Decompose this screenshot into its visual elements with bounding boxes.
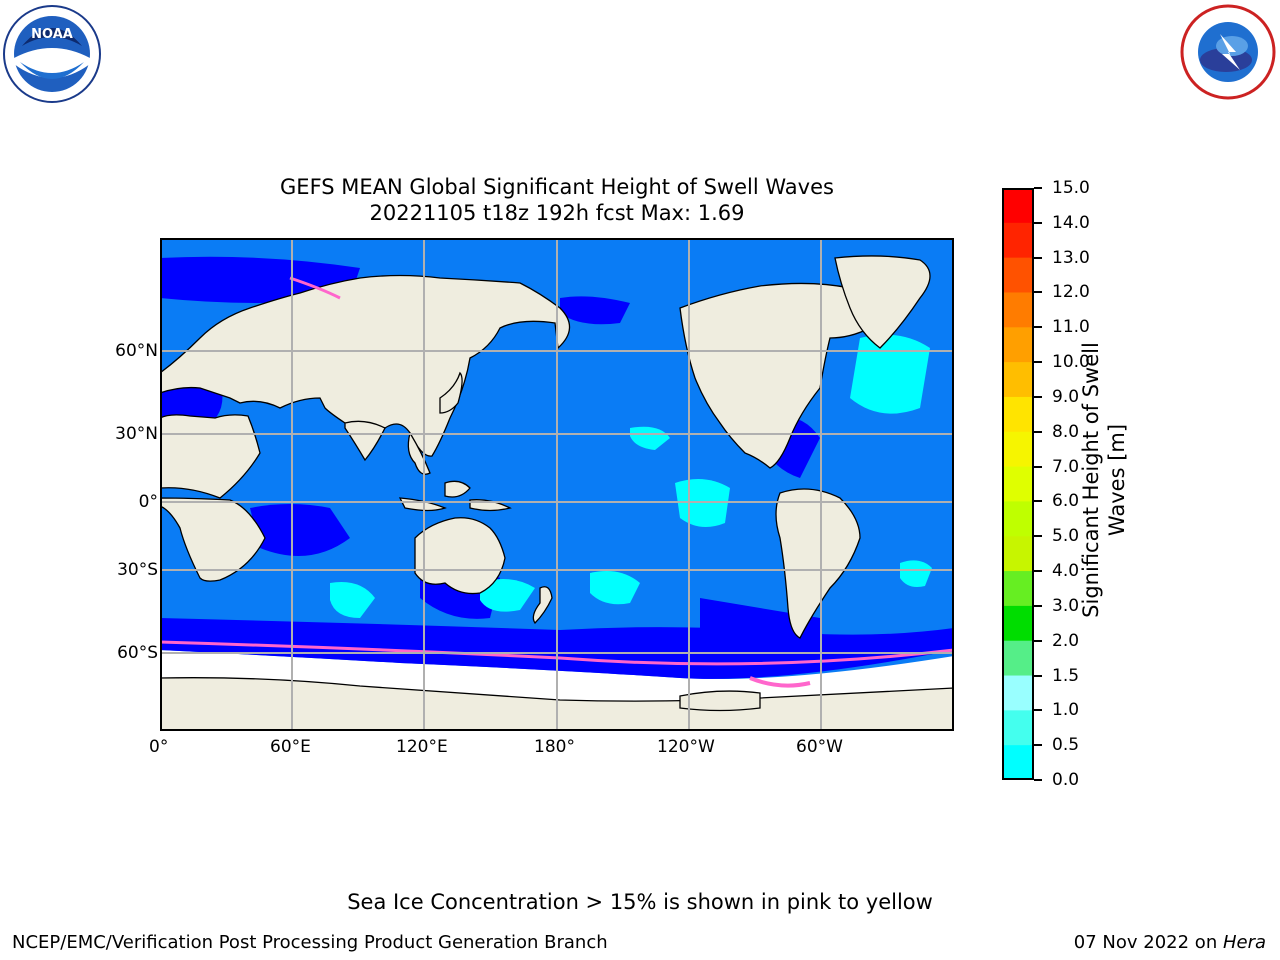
colorbar-segment [1002, 327, 1034, 363]
map-title-line1: GEFS MEAN Global Significant Height of S… [280, 175, 834, 199]
lat-tick-30n: 30°N [115, 424, 158, 444]
sea-ice-note: Sea Ice Concentration > 15% is shown in … [347, 890, 933, 914]
colorbar-title-line2: Waves [m] [1105, 423, 1129, 537]
colorbar-segment [1002, 640, 1034, 677]
colorbar-label: 7.0 [1052, 456, 1080, 477]
colorbar-segment [1002, 536, 1034, 572]
colorbar-tick [1034, 744, 1042, 747]
colorbar-tick [1034, 187, 1042, 189]
lon-tick-120e: 120°E [396, 737, 448, 757]
colorbar-segment [1002, 605, 1034, 642]
colorbar-label: 1.5 [1052, 665, 1080, 686]
lon-tick-0: 0° [149, 737, 169, 757]
noaa-logo: NOAA [2, 4, 102, 104]
colorbar-tick [1034, 465, 1042, 468]
lat-tick-30s: 30°S [117, 560, 158, 580]
colorbar-segment [1002, 710, 1034, 746]
colorbar-label: 1.0 [1052, 700, 1080, 721]
lat-tick-0: 0° [138, 492, 158, 512]
footer-date-text: 07 Nov 2022 on [1073, 932, 1223, 953]
colorbar-label: 9.0 [1052, 386, 1080, 407]
colorbar-tick [1034, 674, 1042, 677]
colorbar-tick [1034, 709, 1042, 712]
colorbar-segment [1002, 675, 1034, 711]
colorbar-label: 4.0 [1052, 561, 1080, 582]
colorbar-segment [1002, 745, 1034, 781]
lon-tick-180: 180° [534, 737, 575, 757]
colorbar-tick [1034, 779, 1042, 781]
lon-tick-120w: 120°W [657, 737, 715, 757]
colorbar-segment [1002, 501, 1034, 537]
lon-tick-60w: 60°W [796, 737, 843, 757]
footer-machine: Hera [1222, 932, 1266, 953]
colorbar [1002, 188, 1034, 781]
colorbar-label: 0.5 [1052, 735, 1080, 756]
colorbar-title: Significant Height of Swell Waves [m] [1078, 330, 1130, 630]
colorbar-tick [1034, 221, 1042, 224]
colorbar-label: 10.0 [1052, 352, 1090, 373]
colorbar-tick [1034, 430, 1042, 433]
colorbar-segment [1002, 292, 1034, 328]
colorbar-tick [1034, 535, 1042, 538]
colorbar-tick [1034, 500, 1042, 503]
colorbar-segment [1002, 188, 1034, 224]
colorbar-label: 6.0 [1052, 491, 1080, 512]
colorbar-segment [1002, 257, 1034, 293]
swell-height-map [160, 238, 954, 731]
colorbar-label: 5.0 [1052, 526, 1080, 547]
footer-credit: NCEP/EMC/Verification Post Processing Pr… [12, 932, 608, 953]
map-title-line2: 20221105 t18z 192h fcst Max: 1.69 [369, 201, 745, 225]
noaa-logo-text: NOAA [31, 27, 73, 42]
lon-tick-60e: 60°E [270, 737, 311, 757]
colorbar-label: 3.0 [1052, 595, 1080, 616]
colorbar-tick [1034, 395, 1042, 398]
colorbar-segment [1002, 222, 1034, 259]
colorbar-label: 8.0 [1052, 421, 1080, 442]
colorbar-segment [1002, 362, 1034, 398]
colorbar-tick [1034, 291, 1042, 294]
colorbar-tick [1034, 639, 1042, 642]
colorbar-tick [1034, 326, 1042, 329]
colorbar-label: 12.0 [1052, 282, 1090, 303]
colorbar-label: 15.0 [1052, 178, 1090, 198]
colorbar-segment [1002, 571, 1034, 607]
lat-tick-60n: 60°N [115, 341, 158, 361]
lat-tick-60s: 60°S [117, 643, 158, 663]
nws-logo [1180, 4, 1276, 100]
colorbar-tick [1034, 256, 1042, 259]
colorbar-segment [1002, 431, 1034, 468]
colorbar-title-line1: Significant Height of Swell [1079, 342, 1103, 618]
colorbar-tick [1034, 361, 1042, 364]
colorbar-label: 14.0 [1052, 212, 1090, 233]
colorbar-label: 0.0 [1052, 770, 1080, 790]
colorbar-tick [1034, 570, 1042, 573]
colorbar-tick [1034, 604, 1042, 607]
colorbar-label: 13.0 [1052, 247, 1090, 268]
colorbar-label: 11.0 [1052, 317, 1090, 338]
footer-date: 07 Nov 2022 on Hera [1074, 932, 1266, 953]
colorbar-border [1002, 188, 1034, 780]
colorbar-label: 2.0 [1052, 630, 1080, 651]
colorbar-segment [1002, 466, 1034, 502]
colorbar-segment [1002, 396, 1034, 433]
